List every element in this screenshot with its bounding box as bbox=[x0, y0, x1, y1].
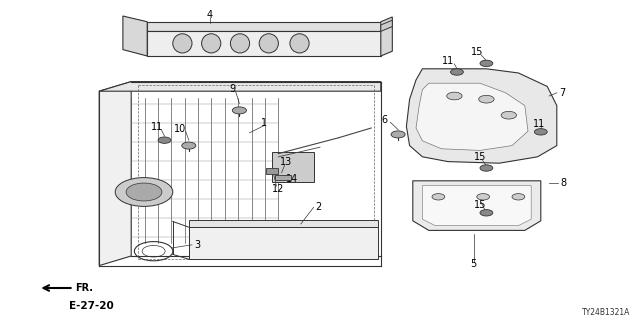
Bar bbox=[168, 33, 177, 40]
Text: 8: 8 bbox=[560, 178, 566, 188]
Text: 10: 10 bbox=[174, 124, 187, 134]
Circle shape bbox=[480, 165, 493, 171]
Circle shape bbox=[477, 194, 490, 200]
Text: 6: 6 bbox=[381, 115, 387, 125]
Circle shape bbox=[480, 210, 493, 216]
Ellipse shape bbox=[173, 34, 192, 53]
Text: E-27-20: E-27-20 bbox=[69, 301, 114, 311]
Text: 3: 3 bbox=[194, 240, 200, 250]
Circle shape bbox=[232, 107, 246, 114]
Text: TY24B1321A: TY24B1321A bbox=[582, 308, 630, 317]
Circle shape bbox=[432, 194, 445, 200]
Text: 1: 1 bbox=[261, 117, 268, 128]
Text: FR.: FR. bbox=[76, 283, 93, 293]
Bar bbox=[317, 229, 340, 246]
Polygon shape bbox=[381, 17, 392, 56]
Polygon shape bbox=[123, 16, 147, 56]
Text: 5: 5 bbox=[470, 259, 477, 269]
Text: 14: 14 bbox=[286, 173, 299, 184]
Text: 13: 13 bbox=[280, 156, 292, 167]
Polygon shape bbox=[406, 69, 557, 163]
Circle shape bbox=[479, 95, 494, 103]
Polygon shape bbox=[381, 20, 392, 31]
Ellipse shape bbox=[259, 34, 278, 53]
Circle shape bbox=[501, 111, 516, 119]
Text: 12: 12 bbox=[272, 184, 285, 194]
Polygon shape bbox=[99, 82, 381, 91]
Polygon shape bbox=[272, 152, 314, 182]
Text: 7: 7 bbox=[559, 88, 565, 98]
Circle shape bbox=[391, 131, 405, 138]
Circle shape bbox=[115, 178, 173, 206]
Bar bbox=[266, 168, 278, 174]
Polygon shape bbox=[189, 220, 378, 227]
Polygon shape bbox=[147, 22, 381, 31]
Text: 15: 15 bbox=[474, 152, 486, 163]
Text: 15: 15 bbox=[470, 47, 483, 57]
Circle shape bbox=[182, 142, 196, 149]
Circle shape bbox=[512, 194, 525, 200]
Text: 4: 4 bbox=[207, 10, 213, 20]
Text: 9: 9 bbox=[229, 84, 236, 94]
Text: 11: 11 bbox=[533, 119, 546, 129]
Polygon shape bbox=[416, 83, 528, 150]
Bar bbox=[228, 229, 252, 246]
Bar bbox=[275, 175, 291, 180]
Polygon shape bbox=[147, 31, 381, 56]
Text: 11: 11 bbox=[442, 56, 454, 67]
Polygon shape bbox=[99, 82, 131, 266]
Circle shape bbox=[158, 137, 171, 143]
Circle shape bbox=[534, 129, 547, 135]
Ellipse shape bbox=[230, 34, 250, 53]
Ellipse shape bbox=[202, 34, 221, 53]
Bar bbox=[257, 229, 280, 246]
Circle shape bbox=[451, 69, 463, 75]
Polygon shape bbox=[413, 181, 541, 230]
Text: 2: 2 bbox=[315, 202, 321, 212]
Polygon shape bbox=[189, 227, 378, 259]
Bar bbox=[288, 229, 311, 246]
Text: 15: 15 bbox=[474, 200, 486, 211]
Text: 11: 11 bbox=[150, 122, 163, 132]
Circle shape bbox=[480, 60, 493, 67]
Ellipse shape bbox=[290, 34, 309, 53]
Bar bbox=[200, 229, 223, 246]
Circle shape bbox=[126, 183, 162, 201]
Circle shape bbox=[447, 92, 462, 100]
Bar bbox=[159, 33, 168, 40]
Polygon shape bbox=[422, 186, 531, 226]
